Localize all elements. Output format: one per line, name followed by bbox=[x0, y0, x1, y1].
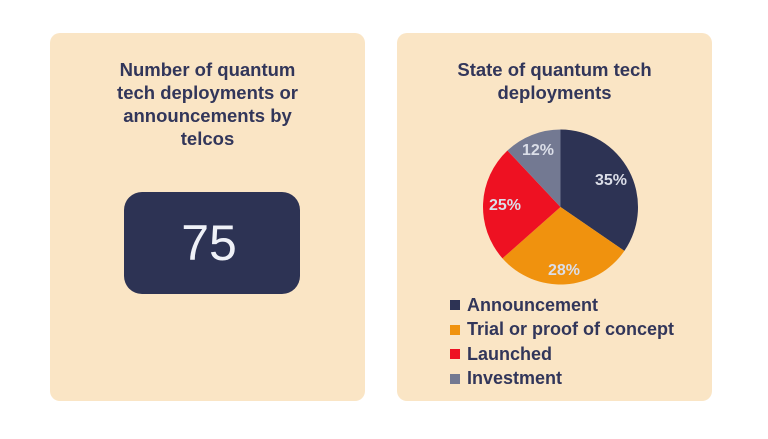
svg-text:28%: 28% bbox=[548, 262, 580, 279]
svg-text:25%: 25% bbox=[489, 197, 521, 214]
svg-text:35%: 35% bbox=[595, 172, 627, 189]
svg-text:12%: 12% bbox=[522, 142, 554, 159]
